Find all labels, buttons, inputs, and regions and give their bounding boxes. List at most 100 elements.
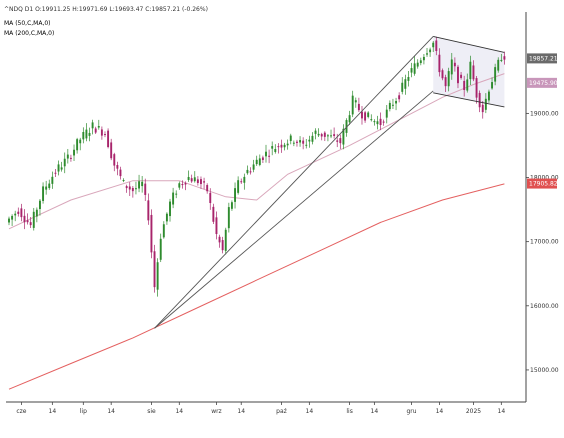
candle-up [39, 200, 41, 210]
candle-down [212, 206, 215, 222]
candle-down [361, 111, 363, 119]
candle-up [138, 181, 141, 189]
candle-up [500, 59, 503, 61]
candle-down [382, 121, 385, 123]
candle-up [413, 63, 416, 74]
candle-up [373, 121, 376, 123]
candle-up [169, 201, 171, 217]
channel-lower-line [433, 92, 505, 108]
candle-down [379, 118, 382, 126]
candle-up [497, 59, 500, 71]
candle-up [63, 158, 66, 167]
candle-up [178, 183, 181, 188]
candle-up [76, 139, 79, 151]
candle-down [320, 134, 323, 137]
candle-up [32, 211, 35, 228]
candle-down [110, 142, 113, 159]
candle-down [463, 80, 466, 90]
candle-up [165, 213, 168, 222]
candle-up [491, 82, 493, 89]
ma50-line [8, 73, 505, 230]
last-price-label-bg [527, 53, 557, 64]
candle-up [274, 149, 277, 152]
x-tick-label: lip [80, 408, 87, 415]
candle-down [333, 134, 336, 136]
candle-up [258, 158, 261, 165]
candle-down [107, 130, 110, 148]
candle-up [308, 139, 311, 142]
candle-up [42, 186, 45, 201]
candle-up [385, 109, 388, 118]
candle-up [82, 132, 85, 140]
candle-up [193, 177, 196, 182]
x-tick-label: cze [16, 408, 26, 415]
candle-up [283, 144, 286, 148]
candle-down [221, 240, 224, 251]
candle-up [187, 176, 190, 180]
candle-down [23, 215, 26, 223]
candle-up [292, 142, 295, 144]
ma200-legend: MA (200,C,MA,0) [4, 30, 55, 37]
candle-up [230, 202, 233, 209]
candle-down [144, 183, 147, 195]
candle-up [376, 121, 379, 125]
x-tick-label: 14 [49, 408, 57, 415]
candle-down [438, 54, 441, 73]
candle-down [147, 200, 150, 221]
candle-up [345, 120, 348, 133]
candle-up [271, 146, 274, 149]
x-tick-label: 14 [306, 408, 314, 415]
last-price-label: 19857.21 [529, 55, 558, 62]
candle-down [336, 140, 339, 142]
candle-up [348, 115, 351, 123]
candle-down [444, 77, 447, 87]
candle-down [94, 128, 97, 133]
candle-up [45, 186, 48, 190]
candle-down [26, 220, 29, 223]
candle-down [503, 56, 506, 60]
candle-up [391, 104, 394, 106]
candle-up [487, 91, 490, 101]
candle-up [326, 135, 329, 137]
candle-up [342, 128, 345, 145]
candle-down [302, 140, 305, 144]
candle-up [122, 180, 125, 182]
candle-up [422, 56, 425, 61]
candle-up [51, 176, 54, 184]
y-tick-label: 15000.00 [530, 367, 559, 374]
candle-down [113, 154, 116, 166]
candle-down [218, 236, 221, 243]
candle-up [73, 149, 75, 156]
candle-up [85, 129, 88, 139]
candle-down [104, 134, 106, 136]
candle-up [156, 262, 159, 290]
y-tick-label: 16000.00 [530, 303, 559, 310]
x-tick-label: 14 [498, 408, 506, 415]
candle-up [494, 67, 497, 82]
candle-up [8, 218, 10, 223]
x-tick-label: 14 [175, 408, 183, 415]
x-tick-label: 2025 [466, 408, 481, 415]
candle-up [447, 71, 450, 87]
candle-up [97, 126, 100, 128]
candle-up [370, 119, 373, 121]
candle-up [426, 53, 428, 55]
candle-up [469, 61, 472, 80]
y-tick-label: 18000.00 [530, 175, 559, 182]
candle-down [453, 62, 456, 67]
candle-down [54, 172, 57, 174]
candle-down [261, 157, 264, 160]
candle-down [116, 165, 119, 169]
chart-info-legend: ^NDQ D1 O:19911.25 H:19971.69 L:19693.47… [4, 6, 208, 13]
ma200-line [8, 183, 505, 390]
candle-up [79, 139, 82, 144]
candle-up [289, 135, 292, 141]
candle-down [339, 138, 342, 144]
candle-down [268, 155, 271, 157]
candle-up [388, 102, 391, 110]
x-tick-label: 14 [237, 408, 245, 415]
upper-trendline [154, 36, 434, 329]
candle-down [240, 181, 243, 183]
